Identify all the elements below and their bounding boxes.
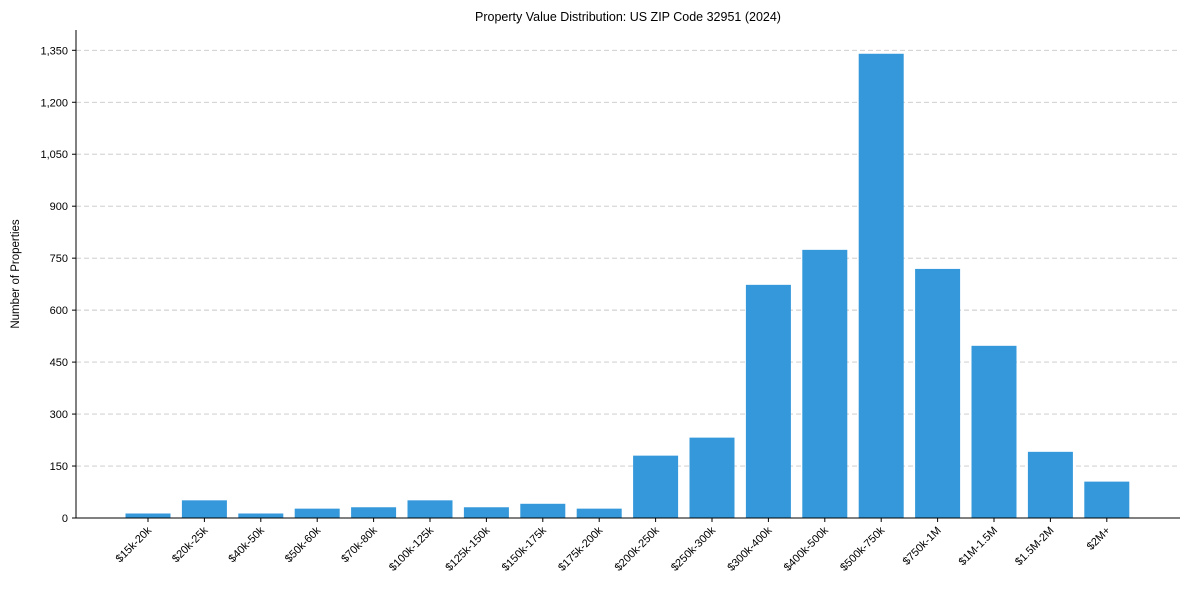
x-tick-label: $15k-20k: [114, 524, 155, 565]
bar: [1027, 451, 1073, 518]
y-tick-label: 750: [50, 253, 68, 265]
bar: [1084, 481, 1130, 518]
x-tick-label: $100k-125k: [387, 524, 436, 573]
bar: [576, 508, 622, 518]
x-tick-label: $20k-25k: [170, 524, 211, 565]
x-tick-label: $40k-50k: [226, 524, 267, 565]
bar: [858, 53, 904, 519]
y-tick-label: 1,200: [40, 97, 68, 109]
y-axis-label: Number of Properties: [10, 219, 22, 329]
bar: [689, 437, 735, 518]
bar: [294, 508, 340, 518]
x-tick-label: $150k-175k: [500, 524, 549, 573]
x-tick-label: $500k-750k: [838, 524, 887, 573]
x-tick-label: $400k-500k: [782, 524, 831, 573]
bar: [407, 500, 453, 518]
x-tick-label: $1.5M-2M: [1013, 525, 1057, 569]
x-tick-label: $750k-1M: [901, 525, 944, 568]
bar: [633, 455, 679, 518]
y-tick-label: 1,350: [40, 45, 68, 57]
bar: [802, 249, 848, 519]
x-tick-label: $175k-200k: [556, 524, 605, 573]
x-tick-label: $200k-250k: [613, 524, 662, 573]
y-tick-label: 450: [50, 357, 68, 369]
bar: [463, 507, 509, 518]
y-tick-label: 900: [50, 201, 68, 213]
x-tick-label: $50k-60k: [283, 524, 324, 565]
bar: [745, 284, 791, 518]
bar: [520, 503, 566, 518]
y-tick-label: 300: [50, 409, 68, 421]
x-tick-label: $300k-400k: [725, 524, 774, 573]
y-tick-label: 1,050: [40, 149, 68, 161]
x-tick-label: $125k-150k: [443, 524, 492, 573]
y-tick-label: 600: [50, 305, 68, 317]
y-tick-label: 150: [50, 461, 68, 473]
bar: [351, 507, 397, 518]
chart-title: Property Value Distribution: US ZIP Code…: [475, 10, 781, 24]
y-tick-label: 0: [62, 513, 68, 525]
x-tick-label: $2M+: [1085, 525, 1113, 553]
x-tick-label: $1M-1.5M: [957, 525, 1001, 569]
x-tick-label: $70k-80k: [339, 524, 380, 565]
bar: [971, 345, 1017, 518]
bar: [238, 513, 284, 518]
bar: [181, 500, 227, 518]
x-tick-label: $250k-300k: [669, 524, 718, 573]
bar: [125, 513, 171, 518]
bar: [915, 268, 961, 518]
